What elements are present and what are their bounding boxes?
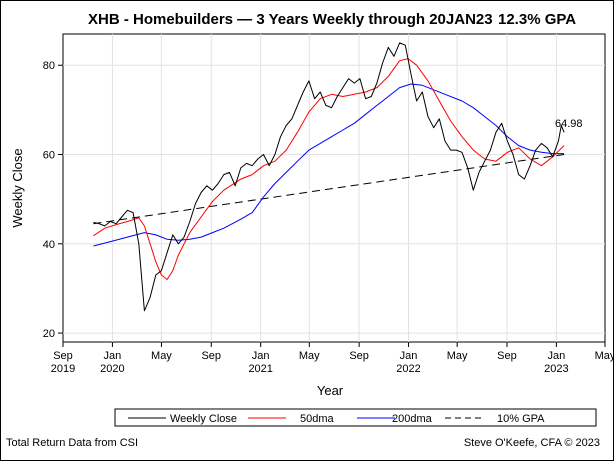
x-tick-label: Jan — [104, 350, 122, 362]
legend-label: 10% GPA — [497, 413, 545, 425]
series-line-10-gpa — [93, 154, 565, 225]
chart-title: XHB - Homebuilders — 3 Years Weekly thro… — [88, 11, 493, 28]
x-tick-label: Jan — [548, 350, 566, 362]
x-tick-year-label: 2021 — [248, 363, 272, 375]
x-tick-label: May — [447, 350, 468, 362]
x-tick-label: Sep — [497, 350, 517, 362]
x-tick-label: Sep — [53, 350, 73, 362]
y-axis: 20 40 60 80 — [43, 60, 63, 340]
chart-subtitle: 12.3% GPA — [498, 11, 576, 28]
y-tick-label: 60 — [43, 150, 55, 162]
legend-box — [114, 408, 597, 427]
last-value-label: 64.98 — [555, 118, 583, 130]
footer-credit: Steve O'Keefe, CFA © 2023 — [464, 437, 600, 449]
series-line-weekly-close — [93, 42, 565, 312]
x-tick-year-label: 2022 — [396, 363, 420, 375]
grid-lines — [63, 34, 605, 342]
y-tick-label: 20 — [43, 328, 55, 340]
x-tick-year-label: 2023 — [544, 363, 568, 375]
x-tick-label: Sep — [349, 350, 369, 362]
series-line-50dma — [93, 58, 565, 280]
series-line-200dma — [93, 83, 565, 247]
x-axis-label: Year — [317, 383, 344, 398]
legend: Weekly Close 50dma 200dma 10% GPA — [128, 413, 545, 425]
series-layer — [93, 42, 565, 312]
x-tick-year-label: 2019 — [51, 363, 75, 375]
legend-label: 200dma — [392, 413, 433, 425]
x-tick-label: Jan — [400, 350, 418, 362]
y-tick-label: 80 — [43, 60, 55, 72]
y-tick-label: 40 — [43, 239, 55, 251]
x-tick-label: Sep — [201, 350, 221, 362]
plot-area — [62, 33, 606, 343]
legend-label: Weekly Close — [170, 413, 237, 425]
y-axis-label: Weekly Close — [10, 148, 25, 227]
x-tick-label: May — [151, 350, 172, 362]
footer-source: Total Return Data from CSI — [6, 437, 138, 449]
x-tick-year-label: 2020 — [100, 363, 124, 375]
legend-label: 50dma — [300, 413, 335, 425]
x-tick-label: May — [299, 350, 320, 362]
x-tick-label: Jan — [252, 350, 270, 362]
x-tick-label: May — [595, 350, 614, 362]
